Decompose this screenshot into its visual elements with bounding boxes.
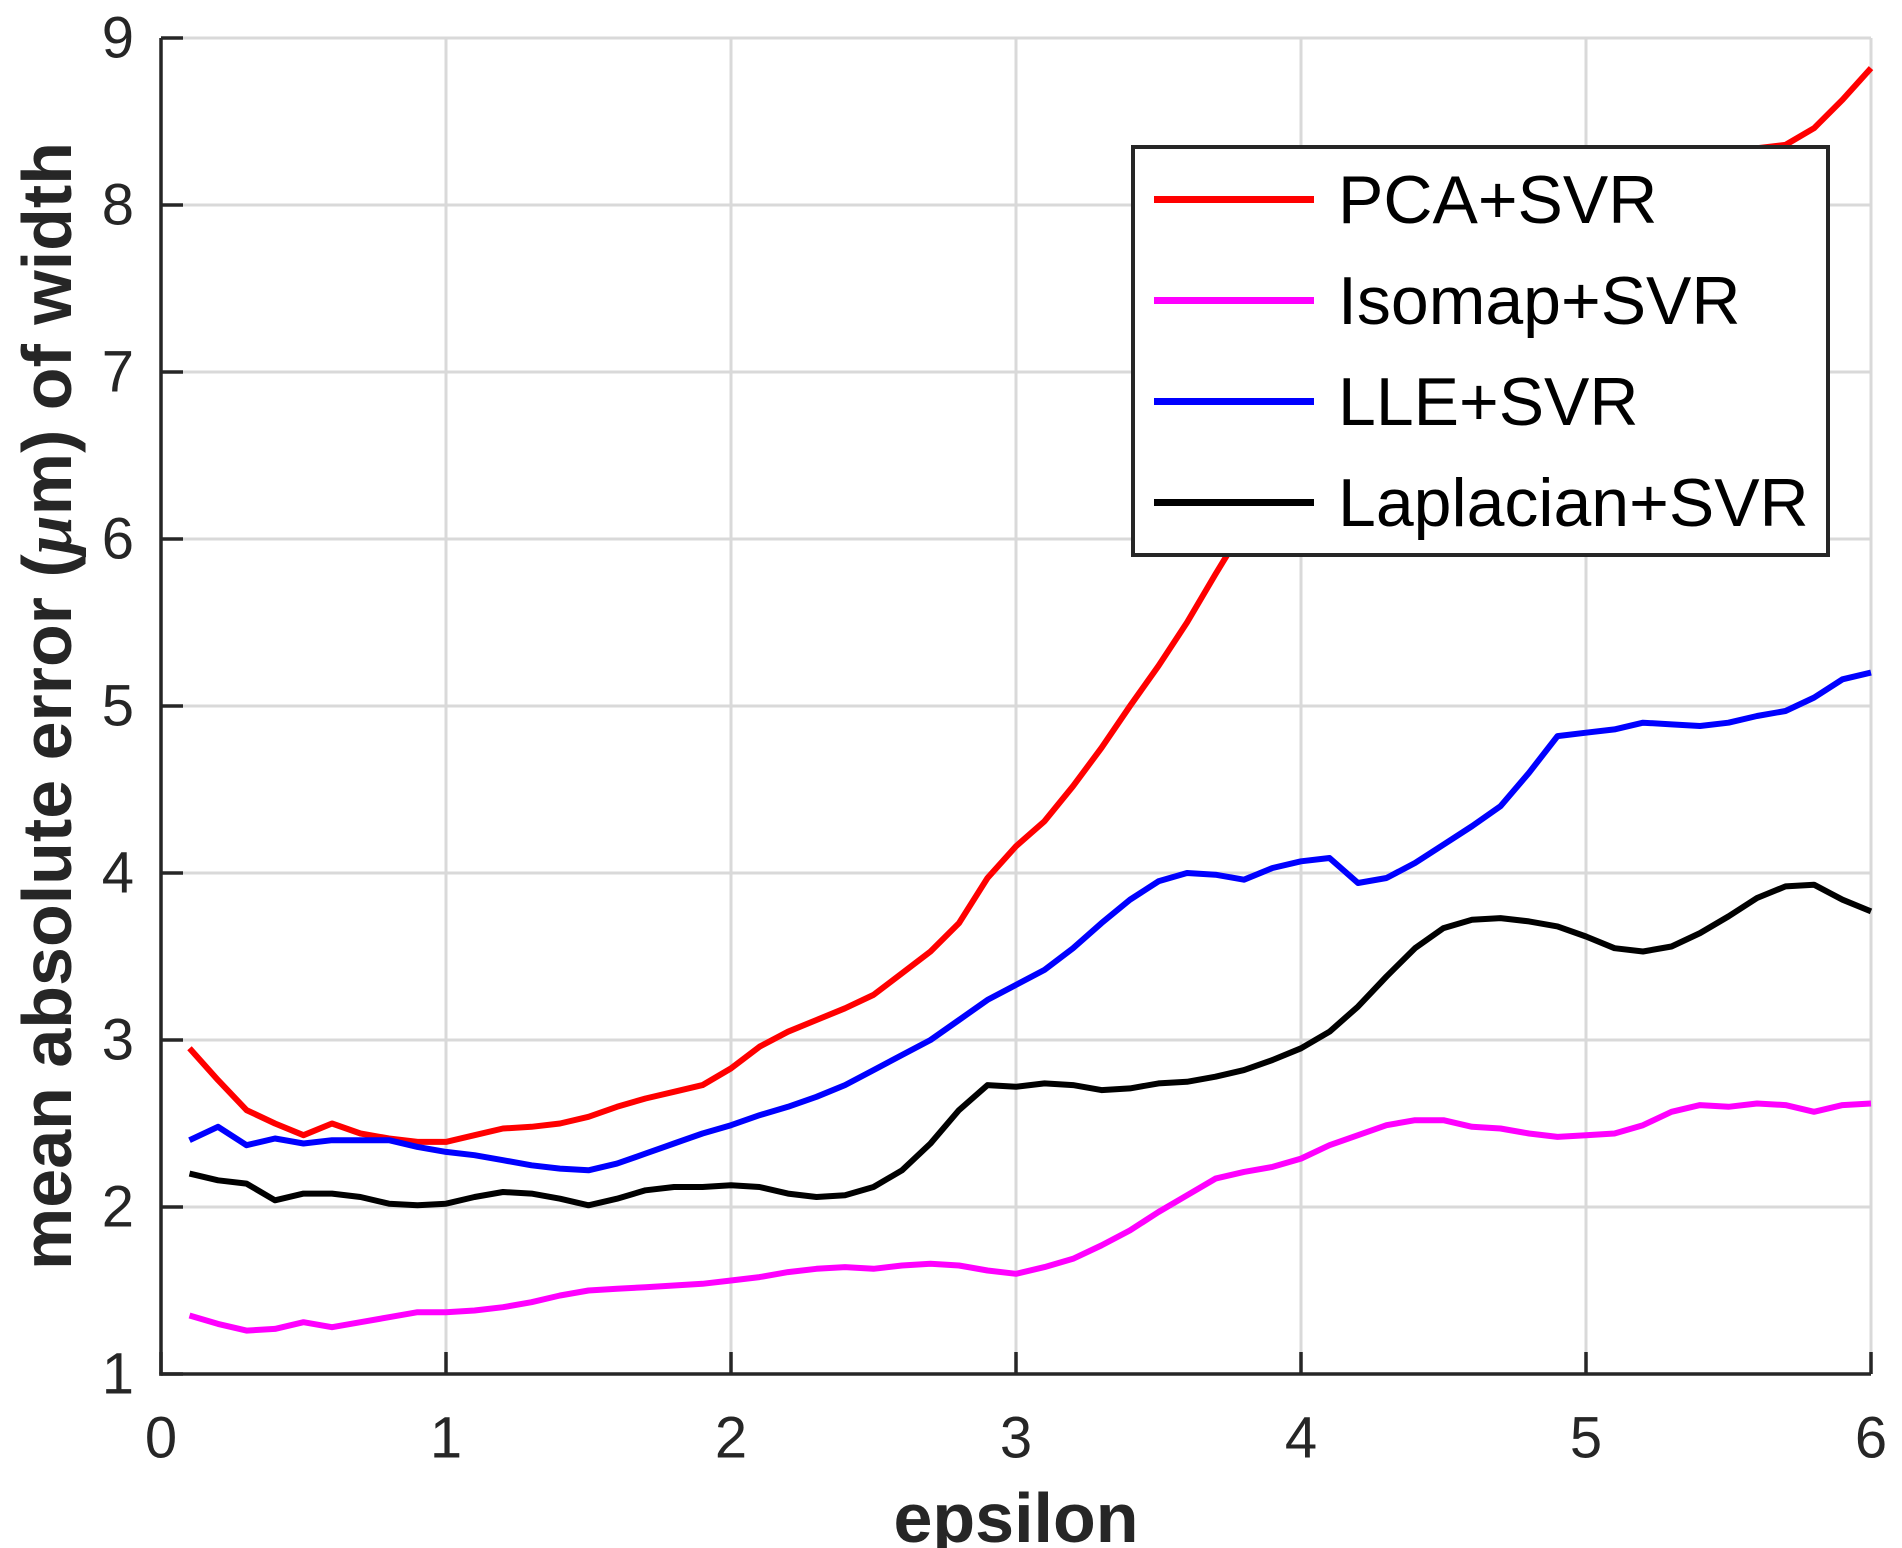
x-tick-label-5: 5 (1570, 1406, 1602, 1471)
x-tick-label-1: 1 (430, 1406, 462, 1471)
mu-symbol: μ (10, 515, 87, 555)
legend-line-sample (1154, 398, 1314, 405)
y-tick-label-3: 3 (102, 1008, 134, 1073)
y-axis-label-post: m) of width (8, 142, 86, 516)
y-tick-label-8: 8 (102, 173, 134, 238)
legend: PCA+SVR Isomap+SVR LLE+SVR Laplacian+SVR (1131, 145, 1830, 557)
x-tick-label-6: 6 (1855, 1406, 1887, 1471)
x-axis-label: epsilon (893, 1479, 1139, 1548)
legend-label: PCA+SVR (1338, 161, 1658, 238)
y-axis-label-pre: mean absolute error ( (8, 554, 86, 1270)
y-tick-label-1: 1 (102, 1342, 134, 1407)
y-tick-label-4: 4 (102, 841, 134, 906)
legend-line-sample (1154, 297, 1314, 304)
y-axis-label: mean absolute error (μm) of width (7, 142, 89, 1270)
legend-label: LLE+SVR (1338, 363, 1639, 440)
legend-item-laplacian-svr: Laplacian+SVR (1135, 452, 1826, 553)
legend-line-sample (1154, 499, 1314, 506)
x-tick-label-4: 4 (1285, 1406, 1317, 1471)
legend-item-lle-svr: LLE+SVR (1135, 351, 1826, 452)
x-tick-label-0: 0 (145, 1406, 177, 1471)
x-tick-label-3: 3 (1000, 1406, 1032, 1471)
y-tick-label-9: 9 (102, 6, 134, 71)
x-tick-label-2: 2 (715, 1406, 747, 1471)
legend-label: Isomap+SVR (1338, 262, 1741, 339)
y-tick-label-6: 6 (102, 507, 134, 572)
series-line-lle-svr (188, 669, 1872, 1174)
y-tick-label-7: 7 (102, 340, 134, 405)
legend-item-isomap-svr: Isomap+SVR (1135, 250, 1826, 351)
legend-label: Laplacian+SVR (1338, 464, 1809, 541)
legend-line-sample (1154, 196, 1314, 203)
series-line-isomap-svr (188, 1100, 1872, 1334)
y-tick-label-2: 2 (102, 1175, 134, 1240)
legend-item-pca-svr: PCA+SVR (1135, 149, 1826, 250)
y-tick-label-5: 5 (102, 674, 134, 739)
series-line-laplacian-svr (188, 881, 1873, 1209)
